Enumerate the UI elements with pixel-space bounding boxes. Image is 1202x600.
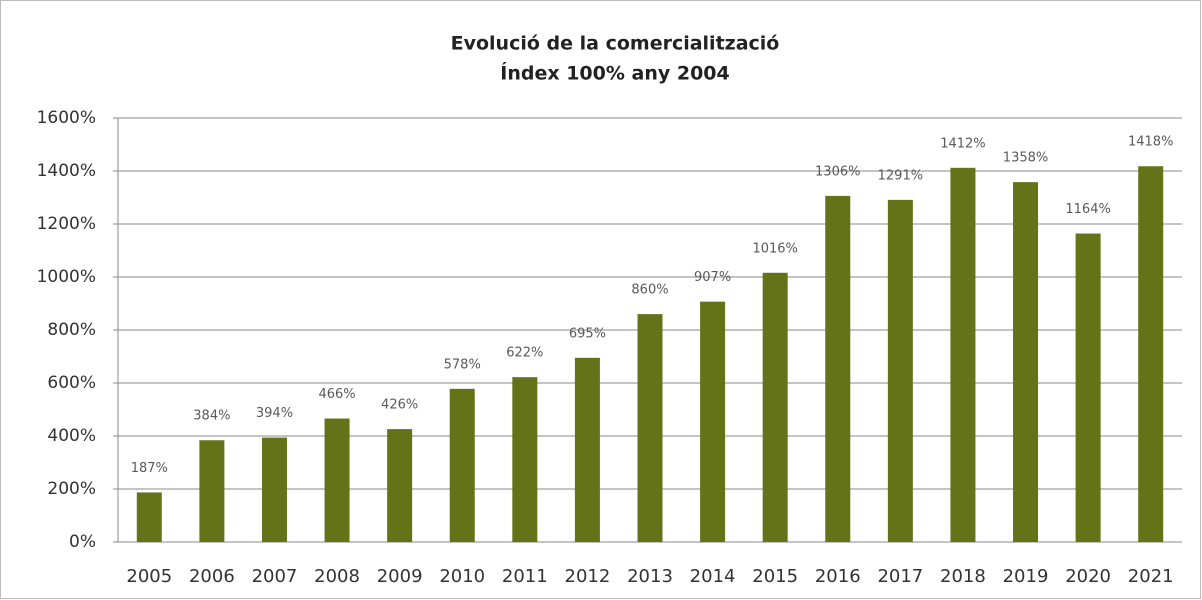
- bar: [574, 357, 600, 542]
- value-label: 622%: [506, 346, 543, 361]
- bar: [700, 301, 726, 542]
- x-tick-label: 2018: [940, 566, 986, 587]
- x-tick-label: 2011: [502, 566, 548, 587]
- bar: [199, 440, 225, 542]
- value-label: 860%: [631, 283, 668, 298]
- value-label: 1306%: [815, 164, 860, 179]
- x-tick-label: 2014: [690, 566, 736, 587]
- bar: [387, 429, 413, 542]
- bar: [324, 418, 350, 542]
- value-label: 1291%: [878, 168, 923, 183]
- bar: [261, 437, 287, 542]
- bar: [950, 167, 976, 542]
- value-label: 394%: [256, 406, 293, 421]
- y-tick-label: 0%: [69, 532, 96, 552]
- bar: [1013, 182, 1039, 542]
- value-label: 1412%: [940, 136, 985, 151]
- bar: [1075, 233, 1101, 543]
- bar: [1138, 166, 1164, 543]
- value-label: 1016%: [752, 241, 797, 256]
- bar: [449, 388, 475, 542]
- x-tick-label: 2013: [627, 566, 673, 587]
- chart-title: Evolució de la comercialització: [451, 33, 780, 55]
- x-tick-label: 2021: [1128, 566, 1174, 587]
- value-label: 426%: [381, 398, 418, 413]
- x-tick-label: 2008: [314, 566, 360, 587]
- value-label: 187%: [131, 461, 168, 476]
- bar: [512, 377, 538, 542]
- bar: [887, 199, 913, 542]
- bar: [136, 492, 162, 542]
- x-tick-label: 2017: [877, 566, 923, 587]
- y-tick-label: 1000%: [37, 267, 96, 287]
- value-label: 695%: [569, 326, 606, 341]
- x-tick-label: 2006: [189, 566, 235, 587]
- x-tick-label: 2005: [126, 566, 172, 587]
- chart-subtitle: Índex 100% any 2004: [500, 62, 730, 85]
- y-tick-label: 1400%: [37, 161, 96, 181]
- value-label: 466%: [318, 387, 355, 402]
- bar: [825, 195, 851, 542]
- x-tick-label: 2016: [815, 566, 861, 587]
- x-tick-label: 2009: [377, 566, 423, 587]
- value-label: 1358%: [1003, 151, 1048, 166]
- x-tick-label: 2015: [752, 566, 798, 587]
- x-tick-label: 2020: [1065, 566, 1111, 587]
- value-label: 1164%: [1065, 202, 1110, 217]
- y-tick-label: 600%: [47, 373, 96, 393]
- y-tick-label: 800%: [47, 320, 96, 340]
- value-label: 907%: [694, 270, 731, 285]
- y-tick-label: 1600%: [37, 108, 96, 128]
- value-label: 384%: [193, 409, 230, 424]
- x-tick-label: 2019: [1003, 566, 1049, 587]
- y-tick-label: 200%: [47, 479, 96, 499]
- y-tick-label: 1200%: [37, 214, 96, 234]
- bar: [637, 314, 663, 542]
- y-tick-label: 400%: [47, 426, 96, 446]
- value-label: 578%: [444, 357, 481, 372]
- value-label: 1418%: [1128, 135, 1173, 150]
- x-tick-label: 2012: [565, 566, 611, 587]
- x-tick-label: 2007: [252, 566, 298, 587]
- x-tick-label: 2010: [439, 566, 485, 587]
- bar: [762, 272, 788, 542]
